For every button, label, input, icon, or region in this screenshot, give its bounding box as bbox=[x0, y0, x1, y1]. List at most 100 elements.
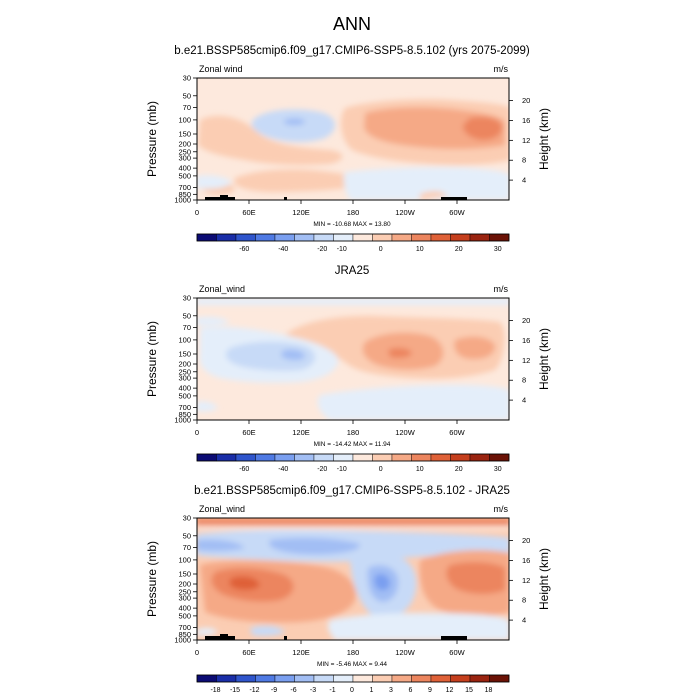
ytick-label: 100 bbox=[178, 555, 191, 564]
colorbar-swatch bbox=[294, 233, 315, 242]
ytick-label: 250 bbox=[178, 587, 191, 596]
colorbar-label: 20 bbox=[455, 466, 463, 473]
colorbar-swatch bbox=[469, 453, 490, 462]
ytick-label: 700 bbox=[178, 183, 191, 192]
ytick-label: 30 bbox=[183, 514, 191, 523]
colorbar-label: -12 bbox=[249, 687, 259, 694]
colorbar-swatch bbox=[235, 453, 256, 462]
ytick-label: 30 bbox=[183, 294, 191, 303]
colorbar-swatch bbox=[352, 674, 373, 683]
colorbar-swatch bbox=[313, 674, 334, 683]
colorbar-label: 10 bbox=[416, 246, 424, 253]
y2tick-label: 4 bbox=[522, 396, 526, 405]
xtick-label: 0 bbox=[195, 648, 199, 657]
colorbar-label: -18 bbox=[210, 687, 220, 694]
ytick-label: 250 bbox=[178, 367, 191, 376]
colorbar-swatch bbox=[294, 674, 315, 683]
colorbar-label: -40 bbox=[278, 246, 288, 253]
ytick-label: 300 bbox=[178, 594, 191, 603]
colorbar-swatch bbox=[372, 233, 393, 242]
ytick-label: 200 bbox=[178, 360, 191, 369]
colorbar-swatch bbox=[411, 453, 432, 462]
xtick-label: 180 bbox=[347, 648, 360, 657]
xtick-label: 0 bbox=[195, 428, 199, 437]
colorbar-swatch bbox=[196, 674, 217, 683]
colorbar-swatch bbox=[352, 453, 373, 462]
y2tick-label: 12 bbox=[522, 576, 530, 585]
panel-2-units: m/s bbox=[494, 284, 509, 294]
ytick-label: 200 bbox=[178, 580, 191, 589]
colorbar-label: -40 bbox=[278, 466, 288, 473]
colorbar-label: -10 bbox=[337, 466, 347, 473]
colorbar-swatch bbox=[411, 674, 432, 683]
ytick-label: 150 bbox=[178, 349, 191, 358]
colorbar-swatch bbox=[196, 233, 217, 242]
colorbar-frame bbox=[196, 233, 510, 242]
colorbar-swatch bbox=[391, 674, 412, 683]
ytick-label: 400 bbox=[178, 604, 191, 613]
panel-2-ylabel: Pressure (mb) bbox=[145, 321, 159, 397]
y2tick-label: 20 bbox=[522, 96, 530, 105]
colorbar-swatch bbox=[430, 453, 451, 462]
colorbar-swatch bbox=[352, 233, 373, 242]
colorbar-frame bbox=[196, 674, 510, 683]
ytick-label: 400 bbox=[178, 384, 191, 393]
colorbar-swatch bbox=[372, 453, 393, 462]
colorbar-label: -3 bbox=[310, 687, 316, 694]
colorbar-label: 0 bbox=[350, 687, 354, 694]
xtick-label: 60E bbox=[242, 428, 255, 437]
panel-1: b.e21.BSSP585cmip6.f09_g17.CMIP6-SSP5-8.… bbox=[145, 45, 551, 253]
colorbar-label: 0 bbox=[379, 246, 383, 253]
panel-3-left-label: Zonal_wind bbox=[199, 504, 245, 514]
colorbar-label: -15 bbox=[230, 687, 240, 694]
ytick-label: 70 bbox=[183, 323, 191, 332]
colorbar-swatch bbox=[274, 453, 295, 462]
colorbar-swatch bbox=[469, 674, 490, 683]
xtick-label: 120E bbox=[292, 428, 310, 437]
colorbar-label: 12 bbox=[446, 687, 454, 694]
ytick-label: 70 bbox=[183, 103, 191, 112]
colorbar-swatch bbox=[216, 233, 237, 242]
colorbar-label: -1 bbox=[329, 687, 335, 694]
colorbar-label: 3 bbox=[389, 687, 393, 694]
y2tick-label: 16 bbox=[522, 116, 530, 125]
xtick-label: 60E bbox=[242, 208, 255, 217]
y2tick-label: 8 bbox=[522, 156, 526, 165]
colorbar-swatch bbox=[274, 674, 295, 683]
xtick-label: 120E bbox=[292, 648, 310, 657]
colorbar-label: 18 bbox=[485, 687, 493, 694]
xtick-label: 60W bbox=[449, 208, 465, 217]
y2tick-label: 16 bbox=[522, 556, 530, 565]
ytick-label: 200 bbox=[178, 140, 191, 149]
colorbar-swatch bbox=[430, 674, 451, 683]
colorbar-swatch bbox=[489, 674, 510, 683]
panel-1-field bbox=[197, 78, 509, 200]
panel-1-title: b.e21.BSSP585cmip6.f09_g17.CMIP6-SSP5-8.… bbox=[174, 45, 530, 57]
colorbar-swatch bbox=[333, 674, 354, 683]
colorbar-label: 1 bbox=[370, 687, 374, 694]
colorbar-swatch bbox=[235, 233, 256, 242]
ytick-label: 850 bbox=[178, 190, 191, 199]
panel-1-ylabel: Pressure (mb) bbox=[145, 101, 159, 177]
colorbar-swatch bbox=[430, 233, 451, 242]
colorbar-label: 6 bbox=[409, 687, 413, 694]
colorbar-swatch bbox=[469, 233, 490, 242]
ytick-label: 100 bbox=[178, 335, 191, 344]
panel-2-title: JRA25 bbox=[335, 265, 370, 277]
ytick-label: 850 bbox=[178, 630, 191, 639]
xtick-label: 120W bbox=[395, 428, 416, 437]
colorbar-frame bbox=[196, 453, 510, 462]
ytick-label: 50 bbox=[183, 91, 191, 100]
ytick-label: 70 bbox=[183, 543, 191, 552]
colorbar-label: 20 bbox=[455, 246, 463, 253]
colorbar-swatch bbox=[450, 453, 471, 462]
colorbar-swatch bbox=[216, 674, 237, 683]
ytick-label: 1000 bbox=[174, 416, 191, 425]
colorbar-swatch bbox=[255, 674, 276, 683]
ytick-label: 700 bbox=[178, 623, 191, 632]
panel-2-stats: MIN = -14.42 MAX = 11.94 bbox=[314, 441, 391, 448]
y2tick-label: 8 bbox=[522, 596, 526, 605]
colorbar-swatch bbox=[333, 233, 354, 242]
colorbar-swatch bbox=[450, 674, 471, 683]
colorbar-swatch bbox=[411, 233, 432, 242]
